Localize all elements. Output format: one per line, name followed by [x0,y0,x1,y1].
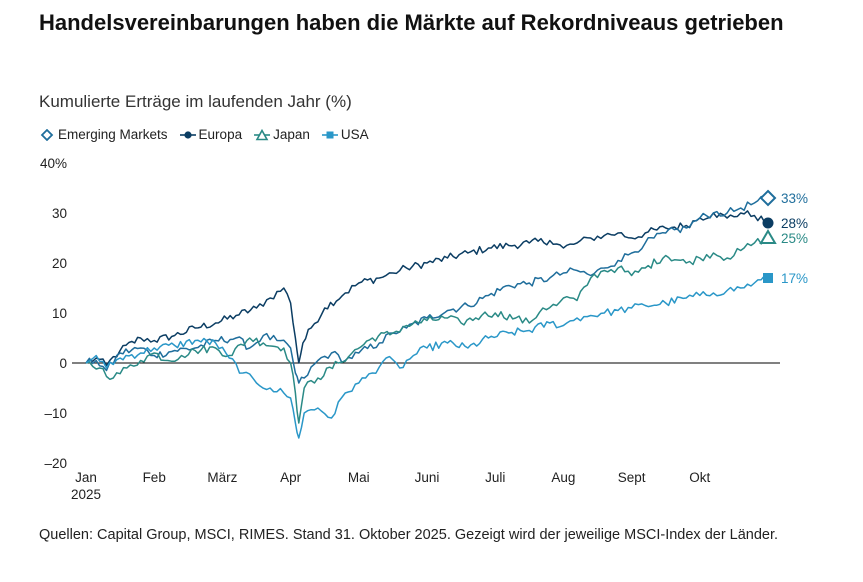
chart-subtitle: Kumulierte Erträge im laufenden Jahr (%) [39,92,352,111]
legend-item-usa: USA [321,127,369,142]
series-line-europa [85,210,769,367]
end-label-emerging: 33% [781,191,808,206]
end-marker-emerging [759,189,777,207]
x-tick-label: Okt [689,470,710,485]
x-tick-label: Sept [618,470,646,485]
y-tick-label: 10 [52,306,67,321]
end-marker-japan [759,229,777,244]
series-line-usa [85,274,769,439]
chart-legend: Emerging Markets Europa Japan USA [39,127,381,142]
y-tick-label: 40% [40,156,67,171]
chart-title: Handelsvereinbarungen haben die Märkte a… [39,10,784,35]
x-tick-label: März [207,470,237,485]
legend-item-europa: Europa [179,127,243,142]
y-tick-label: 30 [52,206,67,221]
x-tick-label: Mai [348,470,370,485]
legend-circle-icon [179,130,196,139]
series-line-emerging [85,195,769,384]
end-label-europa: 28% [781,216,808,231]
x-tick-label: Feb [143,470,166,485]
x-tick-label: Juli [485,470,505,485]
legend-label-emerging-markets: Emerging Markets [58,127,168,142]
legend-label-europa: Europa [198,127,243,142]
legend-label-usa: USA [340,127,369,142]
y-tick-label: –20 [44,456,67,471]
legend-item-japan: Japan [254,127,310,142]
x-tick-label: Jan [75,470,97,485]
line-chart: –20 –10 0 10 20 30 40% Jan 2025 Feb März Apr Mai Juni… [40,156,808,502]
x-tick-sublabel: 2025 [71,487,101,502]
legend-diamond-icon [40,128,54,141]
series-line-japan [85,236,769,424]
y-tick-label: –10 [44,406,67,421]
x-tick-label: Apr [280,470,302,485]
legend-label-japan: Japan [273,127,310,142]
end-marker-usa [763,273,773,283]
end-label-japan: 25% [781,231,808,246]
legend-triangle-icon [254,128,271,140]
legend-square-icon [321,131,338,138]
y-tick-label: 20 [52,256,67,271]
y-tick-label: 0 [59,356,67,371]
source-note: Quellen: Capital Group, MSCI, RIMES. Sta… [39,527,779,543]
x-tick-label: Aug [551,470,575,485]
end-label-usa: 17% [781,271,808,286]
legend-item-emerging-markets: Emerging Markets [39,127,168,142]
end-marker-europa [762,217,774,229]
x-tick-label: Juni [415,470,440,485]
